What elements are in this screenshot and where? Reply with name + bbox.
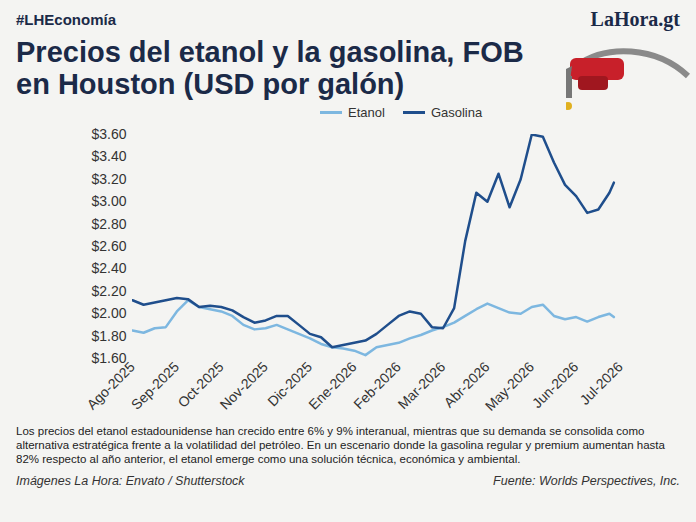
html-text:Precios del etanol y la gasoli: Precios del etanol y la gasolina, FOB en… — [16, 36, 524, 100]
html-text:Los precios del etanol estadou: Los precios del etanol estadounidense ha… — [16, 425, 665, 465]
svg-text:$2.80: $2.80 — [91, 216, 126, 232]
svg-text:Jul-2026: Jul-2026 — [577, 358, 626, 407]
svg-text:Ene-2026: Ene-2026 — [305, 358, 359, 412]
svg-text:Feb-2026: Feb-2026 — [350, 358, 404, 412]
svg-text:$3.20: $3.20 — [91, 171, 126, 187]
svg-text:Ago-2025: Ago-2025 — [83, 358, 138, 413]
svg-text:Abr-2026: Abr-2026 — [440, 358, 493, 411]
svg-text:$2.00: $2.00 — [91, 305, 126, 321]
svg-text:$2.20: $2.20 — [91, 283, 126, 299]
html-text:Imágenes La Hora: Envato / Shu: Imágenes La Hora: Envato / Shutterstock — [16, 474, 245, 488]
svg-text:$1.60: $1.60 — [91, 350, 127, 366]
svg-text:$2.60: $2.60 — [91, 238, 126, 254]
html-text:Fuente: Worlds Perspectives, I: Fuente: Worlds Perspectives, Inc. — [493, 474, 680, 488]
html-text:Gasolina: Gasolina — [430, 104, 483, 120]
svg-text:May-2026: May-2026 — [482, 358, 537, 413]
svg-text:Jun-2026: Jun-2026 — [529, 358, 582, 411]
html-text:Etanol: Etanol — [348, 104, 385, 120]
svg-text:$3.60: $3.60 — [91, 126, 126, 142]
svg-text:Mar-2026: Mar-2026 — [395, 358, 449, 412]
svg-text:Dic-2025: Dic-2025 — [264, 358, 316, 410]
svg-text:$1.80: $1.80 — [91, 328, 126, 344]
html-text:LaHora.gt: LaHora.gt — [590, 7, 680, 30]
svg-text:$3.40: $3.40 — [91, 148, 126, 164]
svg-text:Oct-2025: Oct-2025 — [174, 358, 227, 411]
html-text:#LHEconomía: #LHEconomía — [16, 10, 116, 28]
svg-text:Nov-2025: Nov-2025 — [217, 358, 271, 412]
svg-text:Sep-2025: Sep-2025 — [128, 358, 182, 412]
svg-text:$2.40: $2.40 — [91, 260, 126, 276]
svg-text:$3.00: $3.00 — [91, 193, 126, 209]
